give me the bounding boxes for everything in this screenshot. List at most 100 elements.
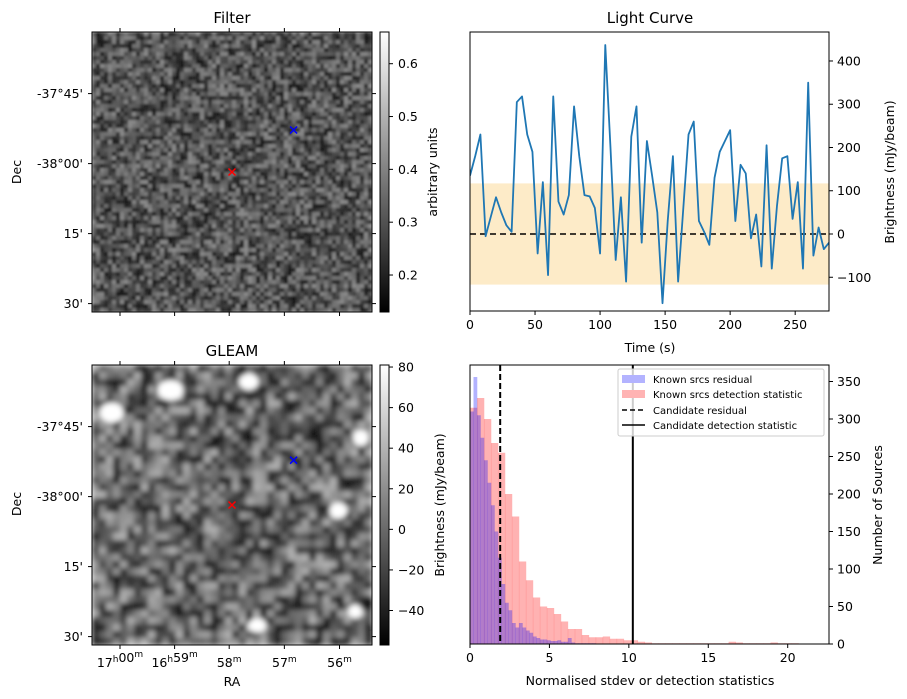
image-pixel	[160, 208, 165, 213]
image-pixel	[268, 40, 273, 45]
image-pixel	[264, 92, 269, 97]
image-pixel	[340, 308, 345, 312]
image-pixel	[184, 264, 189, 269]
image-pixel	[256, 52, 261, 57]
image-pixel	[140, 52, 145, 57]
image-pixel	[268, 296, 273, 301]
image-pixel	[256, 100, 261, 105]
image-pixel	[196, 212, 201, 217]
image-pixel	[300, 80, 305, 85]
image-pixel	[144, 164, 149, 169]
image-pixel	[332, 92, 337, 97]
image-pixel	[300, 144, 305, 149]
image-pixel	[236, 124, 241, 129]
image-pixel	[112, 44, 117, 49]
image-pixel	[208, 48, 213, 53]
image-pixel	[328, 52, 333, 57]
image-pixel	[180, 148, 185, 153]
image-pixel	[364, 248, 369, 253]
image-pixel	[192, 292, 197, 297]
image-pixel	[172, 80, 177, 85]
image-pixel	[184, 80, 189, 85]
image-pixel	[224, 224, 229, 229]
image-pixel	[184, 52, 189, 57]
image-pixel	[120, 188, 125, 193]
image-pixel	[140, 172, 145, 177]
image-pixel	[152, 284, 157, 289]
image-pixel	[304, 240, 309, 245]
image-pixel	[324, 284, 329, 289]
image-pixel	[264, 120, 269, 125]
image-pixel	[304, 68, 309, 73]
image-pixel	[228, 120, 233, 125]
image-pixel	[184, 132, 189, 137]
image-pixel	[296, 300, 301, 305]
image-pixel	[344, 188, 349, 193]
image-pixel	[244, 296, 249, 301]
image-pixel	[212, 76, 217, 81]
image-pixel	[240, 308, 245, 312]
image-pixel	[352, 184, 357, 189]
image-pixel	[220, 304, 225, 309]
image-pixel	[124, 108, 129, 113]
image-pixel	[292, 148, 297, 153]
image-pixel	[340, 232, 345, 237]
image-pixel	[200, 64, 205, 69]
image-pixel	[284, 260, 289, 265]
image-pixel	[328, 248, 333, 253]
image-pixel	[96, 128, 101, 133]
image-pixel	[116, 92, 121, 97]
image-pixel	[328, 280, 333, 285]
image-pixel	[300, 104, 305, 109]
image-pixel	[316, 184, 321, 189]
image-pixel	[244, 300, 249, 305]
image-pixel	[344, 96, 349, 101]
image-pixel	[260, 92, 265, 97]
image-pixel	[268, 288, 273, 293]
image-pixel	[340, 156, 345, 161]
image-pixel	[192, 180, 197, 185]
image-pixel	[228, 308, 233, 312]
image-pixel	[104, 40, 109, 45]
image-pixel	[260, 164, 265, 169]
image-pixel	[352, 200, 357, 205]
image-pixel	[356, 240, 361, 245]
image-pixel	[304, 152, 309, 157]
image-pixel	[120, 288, 125, 293]
image-pixel	[108, 172, 113, 177]
image-pixel	[96, 44, 101, 49]
image-pixel	[136, 308, 141, 312]
image-pixel	[104, 164, 109, 169]
image-pixel	[96, 80, 101, 85]
image-pixel	[176, 92, 181, 97]
image-pixel	[224, 188, 229, 193]
image-pixel	[236, 244, 241, 249]
image-pixel	[344, 200, 349, 205]
image-pixel	[180, 68, 185, 73]
image-pixel	[188, 56, 193, 61]
image-pixel	[332, 236, 337, 241]
image-pixel	[256, 44, 261, 49]
image-pixel	[264, 96, 269, 101]
image-pixel	[224, 168, 229, 173]
image-pixel	[296, 148, 301, 153]
image-pixel	[220, 128, 225, 133]
image-pixel	[344, 156, 349, 161]
image-pixel	[120, 32, 125, 37]
image-pixel	[164, 304, 169, 309]
image-pixel	[244, 192, 249, 197]
image-pixel	[308, 244, 313, 249]
image-pixel	[304, 244, 309, 249]
image-pixel	[276, 112, 281, 117]
image-pixel	[124, 88, 129, 93]
image-pixel	[136, 92, 141, 97]
image-pixel	[128, 52, 133, 57]
image-pixel	[312, 68, 317, 73]
image-pixel	[156, 284, 161, 289]
image-pixel	[212, 160, 217, 165]
image-pixel	[216, 140, 221, 145]
image-pixel	[200, 52, 205, 57]
image-pixel	[252, 304, 257, 309]
image-pixel	[172, 124, 177, 129]
image-pixel	[168, 60, 173, 65]
